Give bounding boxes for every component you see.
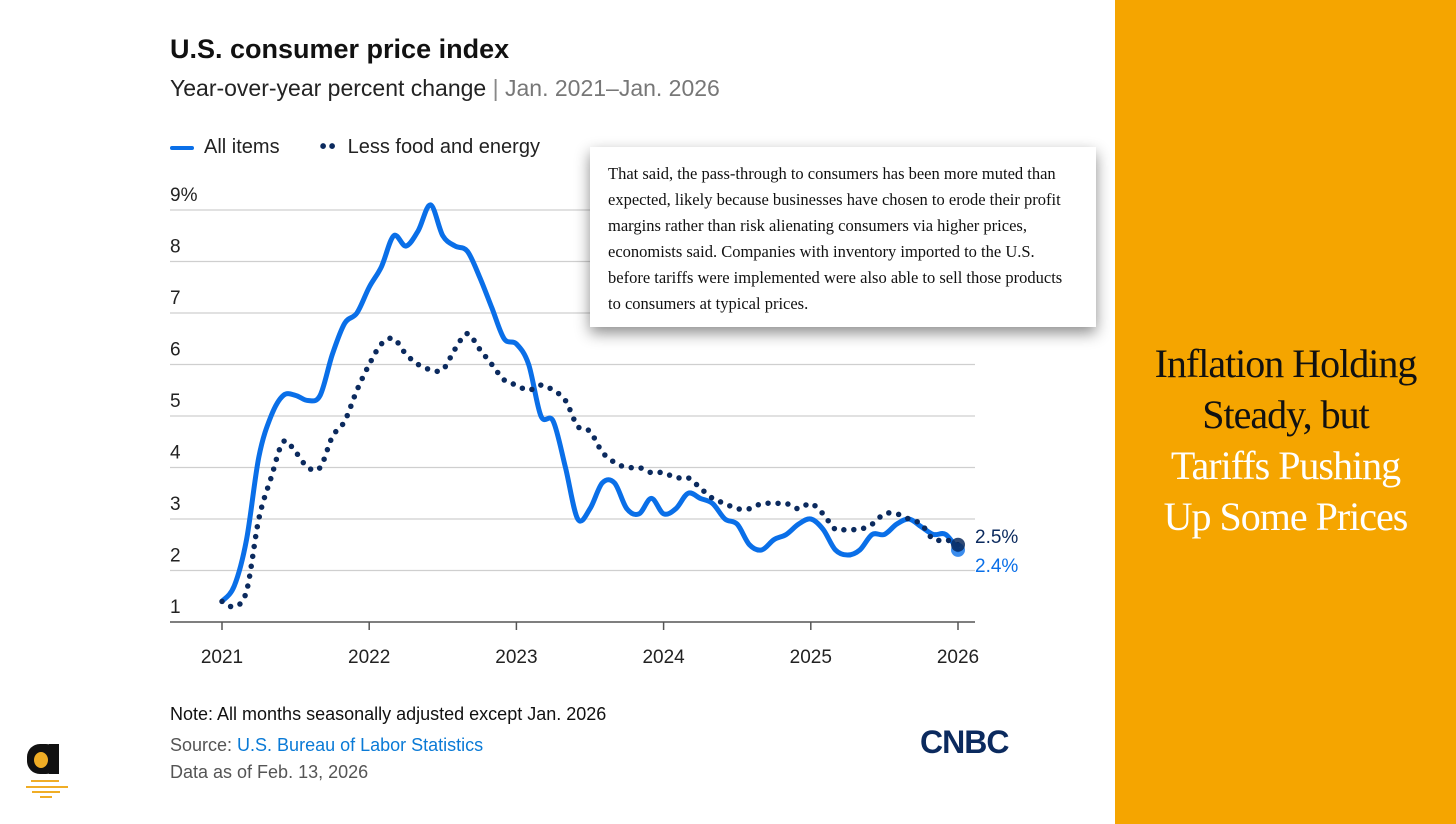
x-tick-label: 2022: [348, 647, 390, 668]
y-tick-label: 4: [170, 443, 181, 464]
all-items-line: [219, 202, 961, 604]
legend-core: Less food and energy: [347, 136, 540, 158]
chart-note: Note: All months seasonally adjusted exc…: [170, 704, 607, 724]
publisher-logo-icon: [26, 744, 68, 798]
headline-line-1: Inflation Holding: [1154, 341, 1418, 386]
y-tick-label: 6: [170, 340, 181, 361]
x-tick-label: 2023: [495, 647, 537, 668]
date-range: Jan. 2021–Jan. 2026: [505, 75, 720, 101]
subtitle-text: Year-over-year percent change: [170, 75, 487, 101]
headline-line-2: Steady, but: [1202, 392, 1369, 437]
x-tick-label: 2021: [201, 647, 243, 668]
cnbc-logo: CNBC: [920, 724, 1009, 760]
y-tick-label: 9%: [170, 185, 198, 206]
x-tick-label: 2025: [790, 647, 832, 668]
quote-excerpt: That said, the pass-through to consumers…: [590, 147, 1096, 327]
headline-line-4: Up Some Prices: [1163, 494, 1409, 539]
headline: Inflation Holding Steady, but Tariffs Pu…: [1115, 338, 1456, 542]
solid-line-swatch: [170, 145, 194, 150]
chart-source: Source: U.S. Bureau of Labor Statistics: [170, 735, 483, 756]
y-tick-label: 5: [170, 391, 181, 412]
legend: All items •• Less food and energy: [170, 136, 540, 159]
y-tick-label: 3: [170, 494, 181, 515]
headline-panel: Inflation Holding Steady, but Tariffs Pu…: [1115, 0, 1456, 824]
core-end-marker: [951, 537, 965, 552]
dotted-line-swatch: ••: [319, 136, 338, 158]
chart-title: U.S. consumer price index: [170, 34, 510, 64]
x-tick-label: 2026: [937, 647, 979, 668]
x-tick-label: 2024: [642, 647, 685, 668]
source-label: Source:: [170, 735, 238, 755]
y-tick-label: 1: [170, 597, 181, 618]
legend-all-items: All items: [204, 136, 280, 158]
y-tick-label: 7: [170, 288, 181, 309]
y-tick-label: 2: [170, 546, 181, 567]
core-line: [219, 330, 961, 610]
all-items-end-label: 2.4%: [975, 556, 1018, 577]
y-tick-label: 8: [170, 237, 181, 258]
core-end-label: 2.5%: [975, 527, 1018, 548]
cpi-line-chart: 9% 8 7 6 5 4 3 2 1 2021 2022 2023 2024 2025 2026 2.5%…: [170, 185, 1018, 668]
headline-line-3: Tariffs Pushing: [1170, 443, 1401, 488]
chart-subtitle: Year-over-year percent change | Jan. 202…: [170, 75, 720, 101]
data-as-of: Data as of Feb. 13, 2026: [170, 762, 369, 782]
source-link[interactable]: U.S. Bureau of Labor Statistics: [237, 735, 484, 755]
